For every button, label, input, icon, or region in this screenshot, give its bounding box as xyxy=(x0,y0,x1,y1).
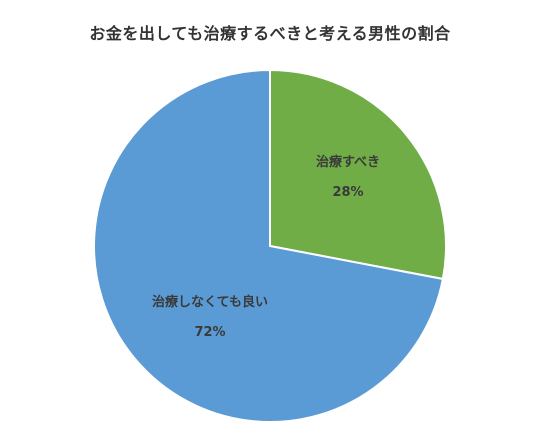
pie-slice-2 xyxy=(93,68,445,423)
slice-value-label-2: 72% xyxy=(194,325,225,340)
pie-labels: 治療すべき 28% 治療しなくても良い 72% xyxy=(152,154,380,340)
chart-title: お金を出しても治療するべきと考える男性の割合 xyxy=(89,24,451,43)
slice-category-label-1: 治療すべき xyxy=(316,154,380,170)
pie-slice-1 xyxy=(269,68,447,281)
slice-value-label-1: 28% xyxy=(332,185,363,200)
slice-category-label-2: 治療しなくても良い xyxy=(152,294,268,310)
pie-slices xyxy=(93,68,447,423)
